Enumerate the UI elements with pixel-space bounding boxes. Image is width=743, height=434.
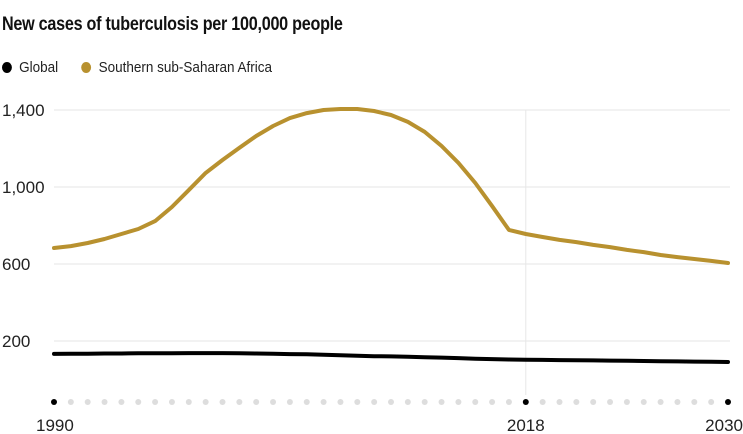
x-tick-dot <box>522 399 529 405</box>
x-tick-dot <box>168 399 175 405</box>
x-tick-dot <box>573 399 580 405</box>
y-tick-label: 1,400 <box>2 101 45 120</box>
x-tick-dot <box>152 399 159 405</box>
x-tick-dot <box>354 399 361 405</box>
legend-swatch-africa <box>81 62 92 73</box>
x-tick-dot <box>421 399 428 405</box>
x-tick-dot <box>303 399 310 405</box>
x-tick-dot <box>371 399 378 405</box>
x-tick-dot <box>691 399 698 405</box>
x-tick-dot <box>219 399 226 405</box>
x-tick-dot <box>404 399 411 405</box>
x-tick-dot <box>118 399 125 405</box>
x-tick-dot <box>708 399 715 405</box>
x-tick-dot <box>590 399 597 405</box>
x-tick-dot <box>84 399 91 405</box>
x-tick-dot <box>185 399 192 405</box>
legend-item-global: Global <box>2 59 58 76</box>
x-tick-label: 1990 <box>36 416 74 434</box>
x-tick-dot <box>135 399 142 405</box>
x-tick-label: 2030 <box>705 416 743 434</box>
x-tick-dot <box>725 399 731 405</box>
x-tick-dot <box>202 399 209 405</box>
x-tick-dot <box>674 399 681 405</box>
chart-title: New cases of tuberculosis per 100,000 pe… <box>2 14 343 35</box>
legend-item-africa: Southern sub-Saharan Africa <box>81 59 272 76</box>
x-tick-dot <box>539 399 546 405</box>
x-tick-dot <box>505 399 512 405</box>
series-line-global <box>52 351 730 364</box>
x-tick-dot <box>286 399 293 405</box>
x-tick-dot <box>337 399 344 405</box>
x-tick-dot <box>607 399 614 405</box>
x-tick-dot <box>253 399 260 405</box>
x-tick-dot <box>472 399 479 405</box>
x-tick-dot <box>270 399 277 405</box>
y-tick-label: 600 <box>2 255 30 274</box>
legend-label: Global <box>19 59 59 76</box>
x-tick-dot <box>640 399 647 405</box>
x-tick-dot <box>101 399 108 405</box>
x-tick-dot <box>67 399 74 405</box>
x-tick-dot <box>320 399 327 405</box>
x-tick-dot <box>455 399 462 405</box>
x-tick-dot <box>438 399 445 405</box>
legend: Global Southern sub-Saharan Africa <box>2 59 295 76</box>
legend-label: Southern sub-Saharan Africa <box>98 59 272 76</box>
x-tick-dot <box>236 399 243 405</box>
x-tick-dot <box>623 399 630 405</box>
series-line-southern-sub-saharan-africa <box>52 107 730 265</box>
y-tick-label: 1,000 <box>2 178 45 197</box>
y-tick-label: 200 <box>2 332 30 351</box>
x-tick-dot <box>556 399 563 405</box>
x-tick-dot <box>388 399 394 405</box>
x-tick-label: 2018 <box>507 416 545 434</box>
x-tick-dot <box>51 399 57 405</box>
x-tick-dot <box>657 399 664 405</box>
legend-swatch-global <box>2 62 12 73</box>
x-tick-dot <box>489 399 496 405</box>
